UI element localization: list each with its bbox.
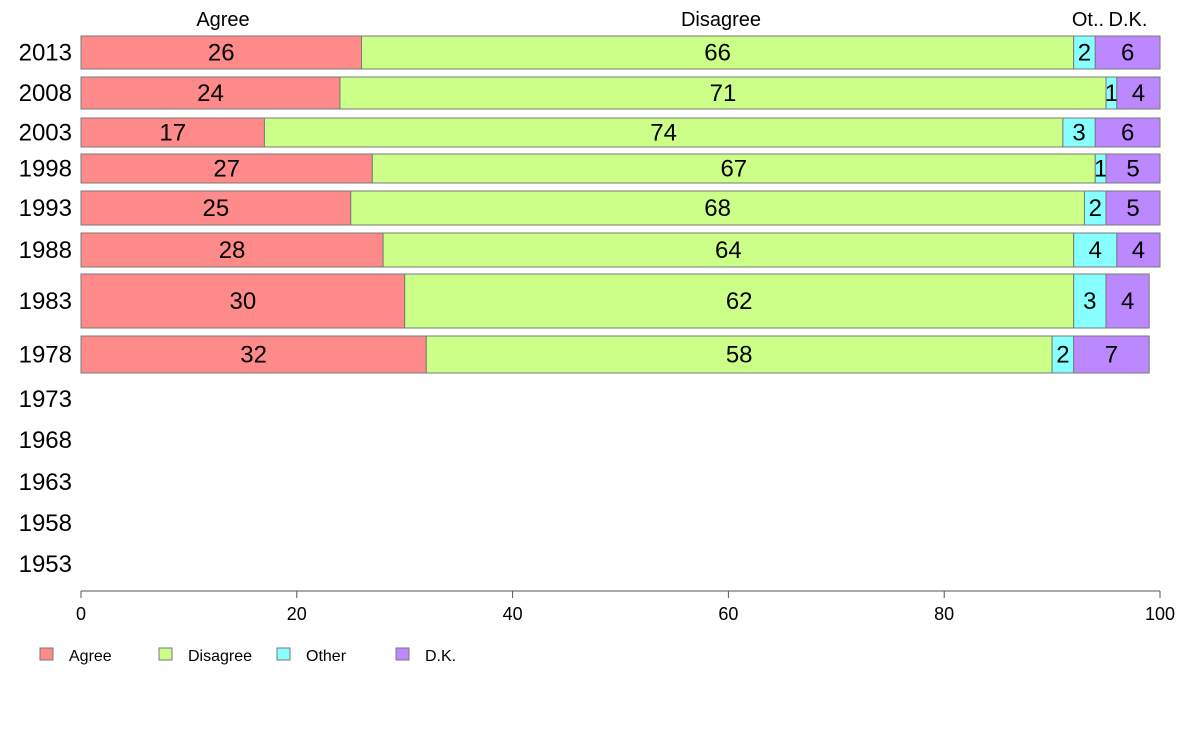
legend-label: Other (306, 648, 347, 665)
year-label: 1993 (19, 195, 72, 222)
bar-segment-agree (80, 76, 341, 110)
data-label: 27 (213, 156, 240, 183)
data-label: 4 (1132, 80, 1145, 107)
year-label: 1973 (19, 386, 72, 413)
data-label: 32 (240, 342, 267, 369)
year-label: 2003 (19, 120, 72, 147)
x-tick-label: 20 (287, 604, 307, 624)
data-label: 17 (159, 120, 186, 147)
data-label: 62 (726, 288, 753, 315)
data-label: 64 (715, 237, 742, 264)
bar-segment-agree (80, 153, 373, 184)
data-label: 2 (1056, 342, 1069, 369)
data-label: 2 (1089, 195, 1102, 222)
data-label: 66 (704, 40, 731, 67)
bar-segment-disagree (339, 76, 1107, 110)
data-label: 26 (208, 40, 235, 67)
bar-segment-agree (80, 273, 406, 329)
column-header: Disagree (681, 9, 761, 31)
legend-swatch (395, 647, 410, 661)
x-tick-label: 80 (934, 604, 954, 624)
data-label: 28 (219, 237, 246, 264)
bar-segment-agree (80, 232, 384, 268)
bar-segment-dk (1105, 153, 1161, 184)
bar-segment-disagree (404, 273, 1075, 329)
data-label: 6 (1121, 120, 1134, 147)
data-label: 25 (203, 195, 230, 222)
year-label: 2008 (19, 80, 72, 107)
x-tick-label: 60 (718, 604, 738, 624)
legend-label: Agree (69, 648, 112, 665)
bar-segment-dk (1073, 335, 1150, 374)
year-label: 1978 (19, 342, 72, 369)
column-header: Ot.. (1072, 9, 1104, 31)
data-label: 30 (229, 288, 256, 315)
bar-segment-disagree (425, 335, 1053, 374)
data-label: 1 (1094, 156, 1107, 183)
legend-label: D.K. (425, 648, 456, 665)
bar-segment-other (1073, 273, 1107, 329)
data-label: 4 (1121, 288, 1134, 315)
legend-swatch (276, 647, 291, 661)
data-label: 74 (650, 120, 677, 147)
data-label: 2 (1078, 40, 1091, 67)
x-tick-label: 100 (1145, 604, 1175, 624)
year-label: 1968 (19, 427, 72, 454)
bar-segment-agree (80, 190, 352, 226)
year-label: 1988 (19, 237, 72, 264)
legend-swatch (158, 647, 173, 661)
column-header: D.K. (1109, 9, 1148, 31)
data-label: 58 (726, 342, 753, 369)
year-label: 1983 (19, 288, 72, 315)
bar-segment-dk (1094, 35, 1161, 70)
data-label: 67 (720, 156, 747, 183)
year-label: 2013 (19, 40, 72, 67)
year-label: 1963 (19, 469, 72, 496)
data-label: 5 (1126, 195, 1139, 222)
bar-segment-dk (1094, 117, 1161, 148)
bar-segment-dk (1105, 273, 1150, 329)
bar-segment-dk (1116, 232, 1161, 268)
year-label: 1958 (19, 510, 72, 537)
data-label: 3 (1083, 288, 1096, 315)
data-label: 6 (1121, 40, 1134, 67)
data-label: 71 (710, 80, 737, 107)
bar-segment-agree (80, 35, 363, 70)
data-label: 5 (1126, 156, 1139, 183)
data-label: 3 (1072, 120, 1085, 147)
x-tick-label: 40 (503, 604, 523, 624)
legend-label: Disagree (188, 648, 252, 665)
data-label: 7 (1105, 342, 1118, 369)
bar-segment-disagree (361, 35, 1075, 70)
bar-segment-disagree (263, 117, 1064, 148)
column-header: Agree (196, 9, 249, 31)
bar-segment-disagree (350, 190, 1085, 226)
data-label: 24 (197, 80, 224, 107)
x-tick-label: 0 (76, 604, 86, 624)
bar-segment-agree (80, 117, 265, 148)
data-label: 4 (1132, 237, 1145, 264)
bar-segment-disagree (371, 153, 1096, 184)
bar-segment-agree (80, 335, 427, 374)
bar-segment-dk (1116, 76, 1161, 110)
bar-segment-disagree (382, 232, 1075, 268)
data-label: 1 (1105, 80, 1118, 107)
bar-segment-other (1073, 232, 1118, 268)
data-label: 4 (1089, 237, 1102, 264)
legend-swatch (39, 647, 54, 661)
data-label: 68 (704, 195, 731, 222)
bar-segment-dk (1105, 190, 1161, 226)
year-label: 1953 (19, 551, 72, 578)
year-label: 1998 (19, 156, 72, 183)
